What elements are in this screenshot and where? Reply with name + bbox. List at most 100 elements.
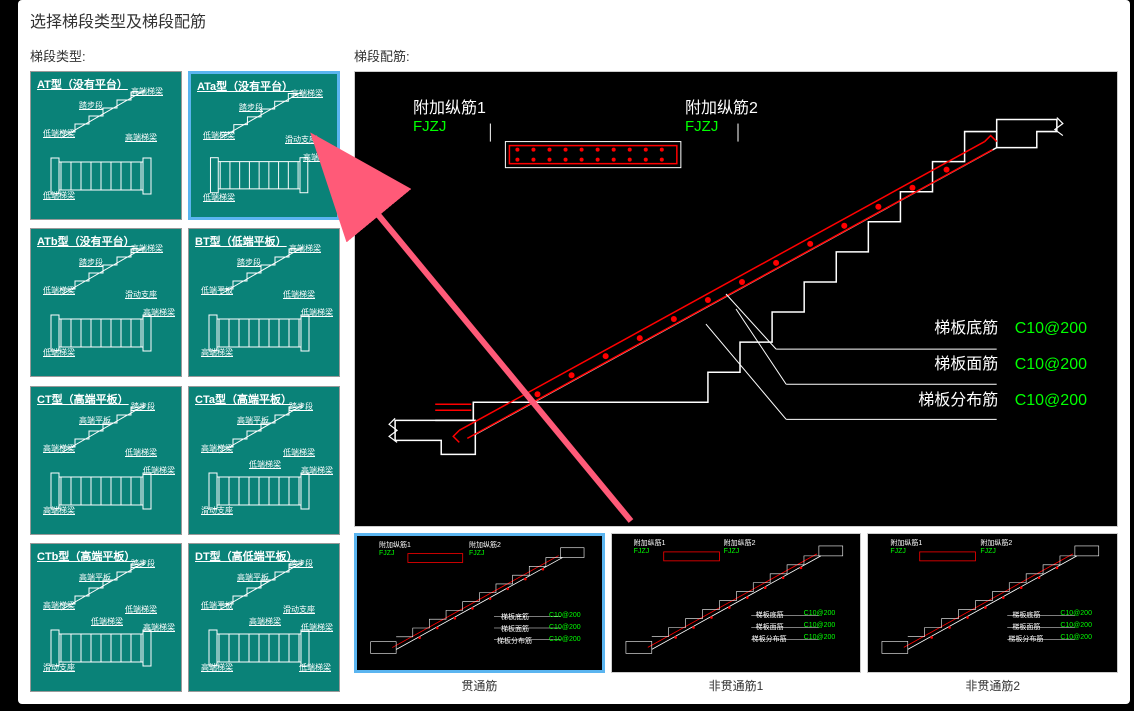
type-mini-label: 踏步段 [289, 558, 313, 569]
type-mini-label: 高端梯梁 [43, 600, 75, 611]
type-mini-label: 高端梯梁 [125, 132, 157, 143]
type-mini-label: 高端平板 [237, 572, 269, 583]
thumb-text: 梯板分布筋 [752, 634, 787, 644]
thumb-t3[interactable]: 附加纵筋1附加纵筋2FJZJFJZJ梯板底筋C10@200梯板面筋C10@200… [867, 533, 1118, 673]
rebar-value-1: C10@200 [1015, 320, 1087, 337]
thumb-text: C10@200 [1060, 634, 1092, 641]
thumb-t2[interactable]: 附加纵筋1附加纵筋2FJZJFJZJ梯板底筋C10@200梯板面筋C10@200… [611, 533, 862, 673]
rebar-column: 梯段配筋: [354, 46, 1118, 694]
type-mini-label: 踏步段 [239, 102, 263, 113]
type-mini-label: 踏步段 [131, 401, 155, 412]
type-mini-label: 滑动支座 [285, 134, 317, 145]
rebar-label: 梯段配筋: [354, 46, 1118, 65]
type-mini-label: 高端梯梁 [201, 662, 233, 673]
dialog-title: 选择梯段类型及梯段配筋 [30, 8, 1118, 32]
stair-type-dialog: 选择梯段类型及梯段配筋 梯段类型: AT型（没有平台）踏步段高端梯梁低端梯梁高端… [18, 0, 1130, 704]
type-mini-label: 低端平板 [201, 600, 233, 611]
thumb-text: FJZJ [379, 550, 395, 557]
type-mini-label: 高端梯梁 [201, 443, 233, 454]
type-card-ATb[interactable]: ATb型（没有平台）踏步段高端梯梁低端梯梁滑动支座低端梯梁高端梯梁 [30, 228, 182, 377]
type-mini-label: 低端梯梁 [203, 130, 235, 141]
thumb-wrap: 附加纵筋1附加纵筋2FJZJFJZJ梯板底筋C10@200梯板面筋C10@200… [611, 533, 862, 694]
type-mini-label: 高端梯梁 [143, 307, 175, 318]
type-mini-label: 高端梯梁 [249, 616, 281, 627]
type-mini-label: 滑动支座 [125, 289, 157, 300]
thumb-t1[interactable]: 附加纵筋1附加纵筋2FJZJFJZJ梯板底筋C10@200梯板面筋C10@200… [354, 533, 605, 673]
type-mini-label: 高端梯梁 [131, 243, 163, 254]
type-column: 梯段类型: AT型（没有平台）踏步段高端梯梁低端梯梁高端梯梁低端梯梁ATa型（没… [30, 46, 342, 694]
type-card-CTa[interactable]: CTa型（高端平板）高端平板踏步段高端梯梁低端梯梁滑动支座高端梯梁低端梯梁 [188, 386, 340, 535]
type-mini-label: 高端梯梁 [131, 86, 163, 97]
thumb-text: 梯板底筋 [756, 610, 784, 620]
type-mini-label: 低端梯梁 [43, 285, 75, 296]
type-mini-label: 高端梯梁 [43, 443, 75, 454]
type-card-AT[interactable]: AT型（没有平台）踏步段高端梯梁低端梯梁高端梯梁低端梯梁 [30, 71, 182, 220]
type-mini-label: 高端梯梁 [143, 622, 175, 633]
type-card-CTb[interactable]: CTb型（高端平板）高端平板踏步段高端梯梁低端梯梁滑动支座高端梯梁低端梯梁 [30, 543, 182, 692]
thumbs-row: 附加纵筋1 附加纵筋2 FJZJ FJZJ 梯板底筋 C10@200 梯板面筋 C10@200… [354, 533, 1118, 694]
fjzj-1: FJZJ [413, 118, 446, 135]
type-mini-label: 高端梯梁 [301, 465, 333, 476]
thumb-text: 梯板底筋 [1012, 610, 1040, 620]
thumb-text: C10@200 [804, 610, 836, 617]
thumb-text: C10@200 [804, 634, 836, 641]
thumb-label: 贯通筋 [461, 677, 497, 694]
type-mini-label: 高端梯梁 [303, 152, 335, 163]
rebar-value-2: C10@200 [1015, 356, 1087, 373]
type-mini-label: 踏步段 [289, 401, 313, 412]
thumb-text: 附加纵筋2 [724, 538, 756, 548]
type-mini-label: 低端平板 [201, 285, 233, 296]
thumb-text: C10@200 [1060, 622, 1092, 629]
type-mini-label: 高端梯梁 [289, 243, 321, 254]
type-mini-label: 踏步段 [237, 257, 261, 268]
rebar-row-2: 梯板面筋 C10@200 [934, 350, 1087, 374]
type-mini-label: 低端梯梁 [283, 447, 315, 458]
type-mini-label: 低端梯梁 [301, 622, 333, 633]
type-mini-label: 低端梯梁 [301, 307, 333, 318]
type-mini-label: 低端梯梁 [203, 192, 235, 203]
thumb-text: 附加纵筋1 [890, 538, 922, 548]
rebar-value-3: C10@200 [1015, 392, 1087, 409]
thumb-text: C10@200 [549, 636, 581, 643]
type-mini-label: 高端平板 [79, 572, 111, 583]
type-mini-label: 低端梯梁 [43, 347, 75, 358]
type-card-BT[interactable]: BT型（低端平板）踏步段高端梯梁低端平板低端梯梁高端梯梁低端梯梁 [188, 228, 340, 377]
type-mini-label: 高端梯梁 [201, 347, 233, 358]
thumb-text: 梯板底筋 [501, 612, 529, 622]
type-mini-label: 高端梯梁 [43, 505, 75, 516]
rebar-row-3: 梯板分布筋 C10@200 [918, 386, 1087, 410]
rebar-row-1: 梯板底筋 C10@200 [934, 314, 1087, 338]
type-mini-label: 高端梯梁 [291, 88, 323, 99]
type-mini-label: 低端梯梁 [91, 616, 123, 627]
type-mini-label: 低端梯梁 [125, 604, 157, 615]
type-mini-label: 低端梯梁 [249, 459, 281, 470]
thumb-text: C10@200 [549, 624, 581, 631]
thumb-text: C10@200 [804, 622, 836, 629]
thumb-wrap: 附加纵筋1附加纵筋2FJZJFJZJ梯板底筋C10@200梯板面筋C10@200… [867, 533, 1118, 694]
thumb-text: 梯板分布筋 [1008, 634, 1043, 644]
thumb-text: C10@200 [549, 612, 581, 619]
rebar-name-1: 梯板底筋 [934, 320, 998, 337]
fjzj-2: FJZJ [685, 118, 718, 135]
thumb-text: 梯板面筋 [756, 622, 784, 632]
type-mini-label: 滑动支座 [43, 662, 75, 673]
rebar-name-2: 梯板面筋 [934, 356, 998, 373]
type-mini-label: 低端梯梁 [43, 128, 75, 139]
type-grid: AT型（没有平台）踏步段高端梯梁低端梯梁高端梯梁低端梯梁ATa型（没有平台）踏步… [30, 71, 342, 694]
type-card-DT[interactable]: DT型（高低端平板）高端平板踏步段低端平板滑动支座高端梯梁低端梯梁高端梯梁低端梯… [188, 543, 340, 692]
type-card-ATa[interactable]: ATa型（没有平台）踏步段高端梯梁低端梯梁滑动支座低端梯梁高端梯梁 [188, 71, 340, 220]
thumb-text: FJZJ [980, 548, 996, 555]
thumb-text: 梯板面筋 [1012, 622, 1040, 632]
type-mini-label: 高端平板 [237, 415, 269, 426]
type-label: 梯段类型: [30, 46, 342, 65]
thumb-text: 附加纵筋1 [634, 538, 666, 548]
rebar-preview: 附加纵筋1 附加纵筋2 FJZJ FJZJ 梯板底筋 C10@200 梯板面筋 … [354, 71, 1118, 527]
type-mini-label: 低端梯梁 [143, 465, 175, 476]
thumb-text: 附加纵筋2 [469, 540, 501, 550]
type-mini-label: 踏步段 [79, 100, 103, 111]
thumb-text: FJZJ [634, 548, 650, 555]
thumb-text: FJZJ [890, 548, 906, 555]
thumb-text: 梯板分布筋 [497, 636, 532, 646]
preview-svg [355, 72, 1117, 526]
type-card-CT[interactable]: CT型（高端平板）高端平板踏步段高端梯梁低端梯梁高端梯梁低端梯梁 [30, 386, 182, 535]
